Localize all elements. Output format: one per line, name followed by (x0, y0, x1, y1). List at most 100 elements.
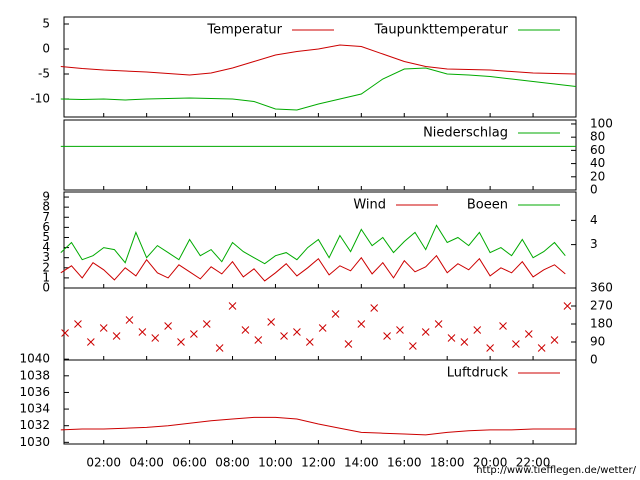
direction-point (447, 334, 456, 342)
y-tick-label: 100 (590, 116, 613, 130)
x-tick-label: 14:00 (344, 456, 379, 470)
y-tick-label: 0 (42, 42, 50, 56)
direction-point (512, 340, 520, 348)
legend-label: Temperatur (206, 23, 282, 38)
y-tick-label: 0 (42, 281, 50, 295)
legend-label: Taupunkttemperatur (374, 23, 509, 38)
direction-point (370, 304, 379, 312)
legend-label: Luftdruck (447, 366, 509, 381)
direction-point (125, 316, 134, 324)
y-tick-label: 1032 (19, 418, 50, 432)
y2-tick-label: 3 (590, 237, 598, 251)
y-tick-label: 0 (590, 183, 598, 197)
y-tick-label: -5 (38, 67, 50, 81)
series-line (60, 67, 577, 111)
y-tick-label: 90 (590, 335, 605, 349)
direction-point (473, 326, 482, 334)
panel-frame (63, 287, 577, 361)
y-tick-label: 5 (42, 230, 50, 244)
x-tick-label: 18:00 (430, 456, 465, 470)
y-tick-label: 40 (590, 156, 605, 170)
y-tick-label: 4 (42, 240, 50, 254)
direction-point (421, 328, 430, 336)
y-tick-label: 6 (42, 220, 50, 234)
footer-url: http://www.tiefflegen.de/wetter/ (476, 465, 636, 476)
x-tick-label: 04:00 (129, 456, 164, 470)
legend-label: Niederschlag (423, 126, 508, 141)
series-line (60, 254, 566, 282)
direction-point (215, 344, 224, 352)
direction-point (486, 344, 494, 352)
direction-point (499, 322, 507, 330)
x-tick-label: 16:00 (387, 456, 422, 470)
direction-point (254, 336, 263, 344)
direction-point (241, 326, 250, 334)
direction-point (99, 324, 108, 332)
y-tick-label: 360 (590, 281, 613, 295)
x-tick-label: 10:00 (258, 456, 293, 470)
direction-point (151, 334, 160, 342)
direction-point (537, 344, 546, 352)
direction-point (563, 302, 572, 310)
direction-point (112, 332, 121, 340)
y-tick-label: 0 (590, 353, 598, 367)
y-tick-label: 1036 (19, 385, 50, 399)
y-tick-label: 7 (42, 210, 50, 224)
y-tick-label: 1030 (19, 435, 50, 449)
direction-point (138, 328, 147, 336)
y-tick-label: 270 (590, 299, 613, 313)
x-tick-label: 06:00 (172, 456, 207, 470)
direction-point (190, 330, 198, 338)
y-tick-label: 80 (590, 130, 605, 144)
y-tick-label: 9 (42, 190, 50, 204)
panel-frame (63, 119, 577, 191)
y-tick-label: 1 (42, 270, 50, 284)
x-tick-label: 22:00 (516, 456, 551, 470)
direction-point (228, 302, 237, 310)
legend-label: Wind (353, 198, 386, 213)
x-tick-label: 12:00 (301, 456, 336, 470)
direction-point (280, 332, 288, 340)
direction-point (357, 320, 366, 328)
direction-point (293, 328, 301, 336)
direction-point (524, 330, 533, 338)
y-tick-label: 60 (590, 143, 605, 157)
y-tick-label: 1038 (19, 368, 50, 382)
direction-point (434, 320, 443, 328)
x-tick-label: 20:00 (473, 456, 508, 470)
panel-frame (63, 359, 577, 445)
direction-point (383, 332, 391, 340)
series-line (60, 416, 576, 436)
y-tick-label: 1034 (19, 402, 50, 416)
direction-point (74, 320, 82, 328)
direction-point (177, 338, 185, 346)
y-tick-label: -10 (30, 92, 50, 106)
direction-point (202, 320, 211, 328)
direction-point (396, 326, 404, 334)
y2-tick-label: 4 (590, 213, 598, 227)
y-tick-label: 2 (42, 260, 50, 274)
direction-point (164, 322, 172, 330)
y-tick-label: 3 (42, 250, 50, 264)
y-tick-label: 8 (42, 200, 50, 214)
direction-point (550, 336, 559, 344)
direction-point (344, 340, 353, 348)
direction-point (305, 338, 314, 346)
direction-point (61, 329, 69, 337)
direction-point (460, 338, 469, 346)
y-tick-label: 180 (590, 317, 613, 331)
direction-point (267, 318, 276, 326)
direction-point (86, 338, 95, 346)
direction-point (331, 310, 340, 318)
y-tick-label: 20 (590, 169, 605, 183)
direction-point (318, 324, 327, 332)
direction-point (408, 342, 417, 350)
x-tick-label: 08:00 (215, 456, 250, 470)
x-tick-label: 02:00 (86, 456, 121, 470)
y-tick-label: 1040 (19, 352, 50, 366)
legend-label: Boeen (467, 198, 508, 213)
series-line (60, 224, 566, 265)
y-tick-label: 5 (42, 17, 50, 31)
series-line (60, 44, 577, 76)
